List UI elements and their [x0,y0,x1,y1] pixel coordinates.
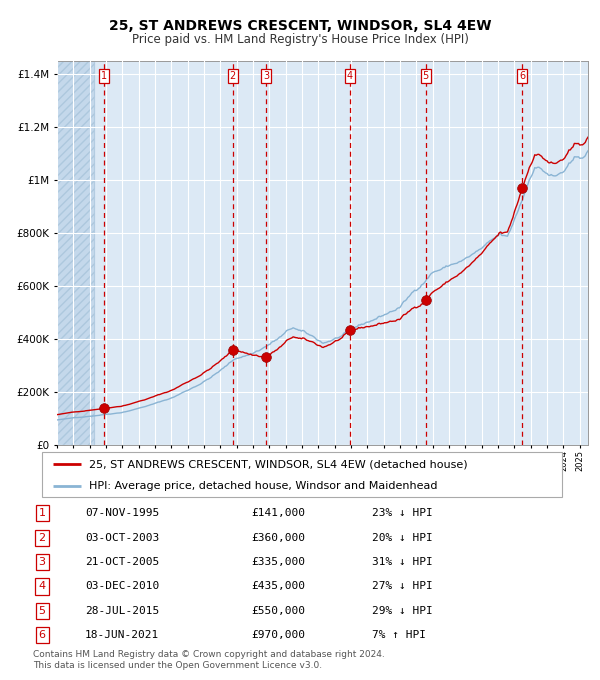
Text: 27% ↓ HPI: 27% ↓ HPI [372,581,433,592]
Text: 21-OCT-2005: 21-OCT-2005 [85,557,160,567]
Text: 20% ↓ HPI: 20% ↓ HPI [372,532,433,543]
Text: £435,000: £435,000 [251,581,305,592]
Text: 4: 4 [38,581,46,592]
Text: 28-JUL-2015: 28-JUL-2015 [85,606,160,616]
Bar [57,61,94,445]
Text: £970,000: £970,000 [251,630,305,640]
Text: 5: 5 [422,71,429,81]
Text: 23% ↓ HPI: 23% ↓ HPI [372,509,433,518]
Text: 31% ↓ HPI: 31% ↓ HPI [372,557,433,567]
Text: 6: 6 [38,630,46,640]
FancyBboxPatch shape [42,452,562,497]
Text: 1: 1 [101,71,107,81]
Text: £550,000: £550,000 [251,606,305,616]
Text: This data is licensed under the Open Government Licence v3.0.: This data is licensed under the Open Gov… [33,661,322,670]
Text: 25, ST ANDREWS CRESCENT, WINDSOR, SL4 4EW (detached house): 25, ST ANDREWS CRESCENT, WINDSOR, SL4 4E… [89,459,468,469]
Text: 4: 4 [347,71,353,81]
Text: 2: 2 [230,71,236,81]
Text: Contains HM Land Registry data © Crown copyright and database right 2024.: Contains HM Land Registry data © Crown c… [33,650,385,659]
Text: 03-OCT-2003: 03-OCT-2003 [85,532,160,543]
Text: 07-NOV-1995: 07-NOV-1995 [85,509,160,518]
Text: 1: 1 [38,509,46,518]
Text: 2: 2 [38,532,46,543]
Text: HPI: Average price, detached house, Windsor and Maidenhead: HPI: Average price, detached house, Wind… [89,481,438,491]
Bar [57,61,94,445]
Text: £360,000: £360,000 [251,532,305,543]
Text: 29% ↓ HPI: 29% ↓ HPI [372,606,433,616]
Text: £335,000: £335,000 [251,557,305,567]
Text: 7% ↑ HPI: 7% ↑ HPI [372,630,426,640]
Text: 3: 3 [263,71,269,81]
Text: 6: 6 [519,71,525,81]
Text: 03-DEC-2010: 03-DEC-2010 [85,581,160,592]
Text: 25, ST ANDREWS CRESCENT, WINDSOR, SL4 4EW: 25, ST ANDREWS CRESCENT, WINDSOR, SL4 4E… [109,19,491,33]
Text: 5: 5 [38,606,46,616]
Text: 18-JUN-2021: 18-JUN-2021 [85,630,160,640]
Text: 3: 3 [38,557,46,567]
Text: Price paid vs. HM Land Registry's House Price Index (HPI): Price paid vs. HM Land Registry's House … [131,33,469,46]
Text: £141,000: £141,000 [251,509,305,518]
